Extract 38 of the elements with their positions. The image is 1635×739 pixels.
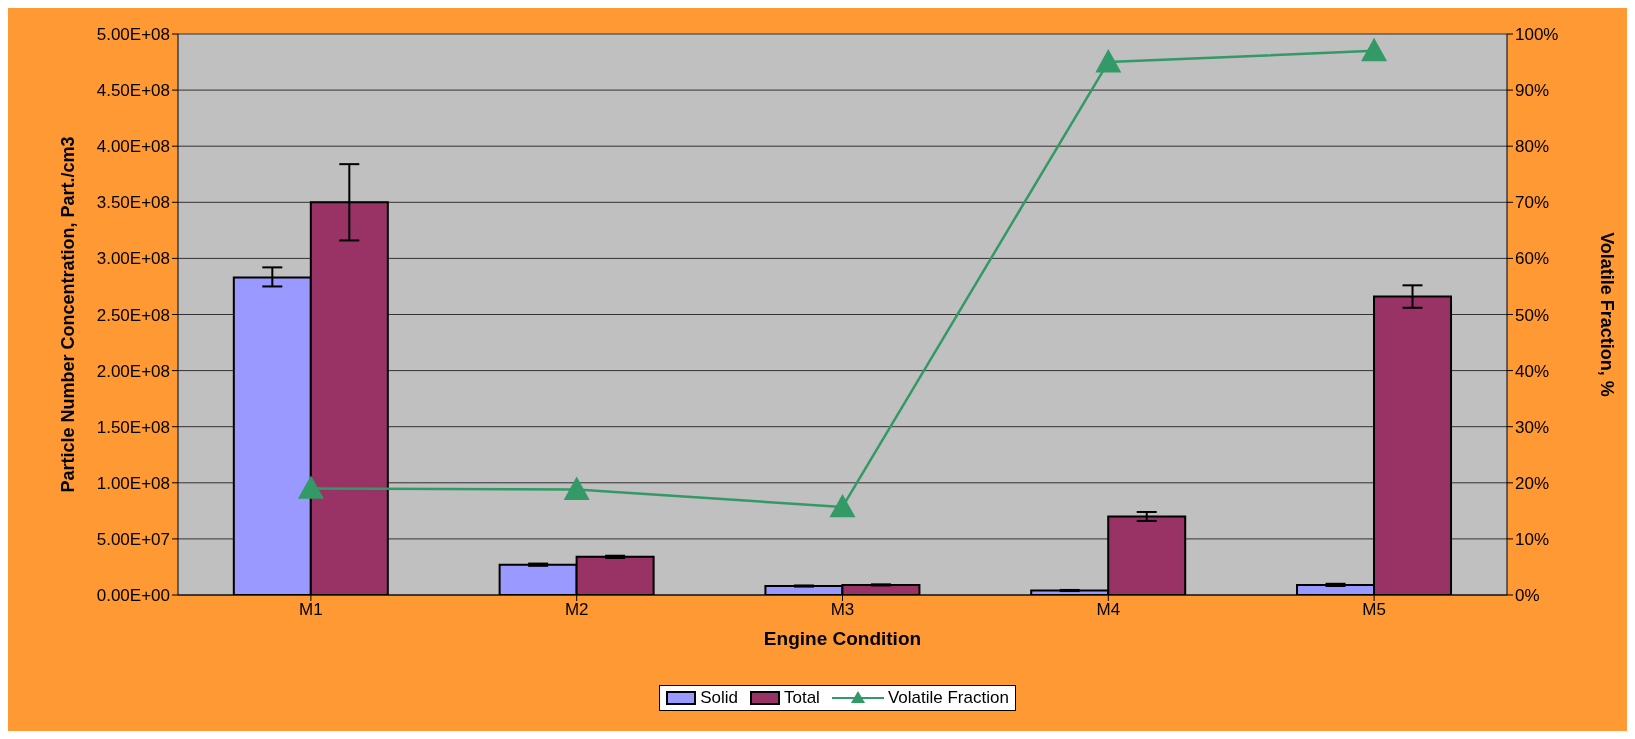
y2-tick-label: 40% xyxy=(1515,361,1550,381)
y-tick-label: 4.00E+08 xyxy=(96,137,170,157)
x-tick-label: M3 xyxy=(830,600,855,620)
y2-tick-label: 60% xyxy=(1515,249,1550,269)
point xyxy=(563,476,590,500)
y-tick-label: 0.00E+00 xyxy=(96,586,170,606)
legend-label: Volatile Fraction xyxy=(886,688,1009,708)
point xyxy=(1095,49,1122,73)
y-tick-label: 3.00E+08 xyxy=(96,249,170,269)
y2-tick-label: 100% xyxy=(1515,25,1559,45)
y2-tick-label: 20% xyxy=(1515,473,1550,493)
legend-label: Solid xyxy=(699,688,738,708)
x-axis-title: Engine Condition xyxy=(763,628,922,649)
y-tick-label: 2.50E+08 xyxy=(96,305,170,325)
y2-tick-label: 30% xyxy=(1515,417,1550,437)
y-axis-title: Particle Number Concentration, Part./cm3 xyxy=(58,136,79,493)
x-tick-label: M5 xyxy=(1362,600,1386,620)
y2-tick-label: 70% xyxy=(1515,193,1550,213)
point xyxy=(1361,37,1388,62)
y-tick-label: 1.50E+08 xyxy=(96,417,170,437)
legend-label: Total xyxy=(782,688,820,708)
point xyxy=(829,493,856,518)
x-tick-label: M4 xyxy=(1096,600,1121,620)
y-tick-label: 5.00E+08 xyxy=(96,25,170,45)
y-tick-label: 4.50E+08 xyxy=(96,81,170,101)
y2-tick-label: 90% xyxy=(1515,81,1550,101)
x-tick-label: M2 xyxy=(564,600,589,620)
y-tick-label: 1.00E+08 xyxy=(96,473,170,493)
y-tick-label: 2.00E+08 xyxy=(96,361,170,381)
y2-axis-title: Volatile Fraction, % xyxy=(1596,232,1617,397)
y2-tick-label: 10% xyxy=(1515,529,1550,549)
x-tick-label: M1 xyxy=(299,600,323,620)
point xyxy=(297,475,324,499)
y2-tick-label: 0% xyxy=(1515,586,1540,606)
y2-tick-label: 50% xyxy=(1515,305,1550,325)
y2-tick-label: 80% xyxy=(1515,137,1550,157)
y-tick-label: 3.50E+08 xyxy=(96,193,170,213)
y-tick-label: 5.00E+07 xyxy=(96,529,170,549)
